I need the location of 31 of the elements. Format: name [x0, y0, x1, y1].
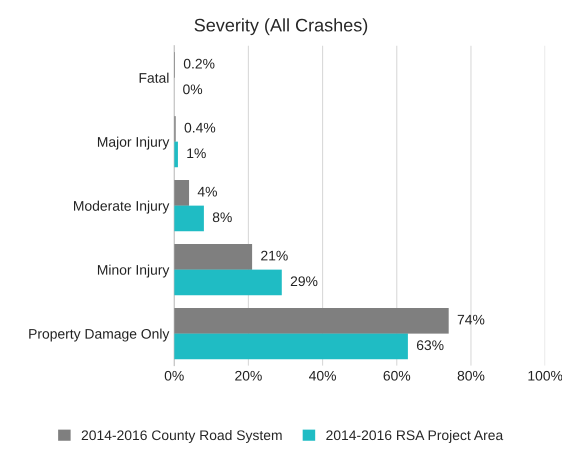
x-tick-label: 0% [164, 370, 184, 381]
bar [174, 180, 190, 206]
data-label: 8% [212, 212, 232, 222]
data-label: 0% [183, 84, 202, 94]
data-label: 0.2% [184, 58, 214, 69]
data-label: 4% [198, 186, 217, 197]
y-tick-label: Minor Injury [98, 264, 170, 278]
data-label: 21% [261, 250, 288, 261]
legend-label: 2014-2016 RSA Project Area [326, 430, 504, 443]
y-tick-label: Moderate Injury [74, 200, 170, 214]
x-tick-label: 80% [458, 370, 484, 381]
bar [174, 308, 449, 334]
y-tick-label: Major Injury [98, 136, 170, 150]
bar [174, 142, 178, 168]
bar [174, 206, 204, 232]
data-label: 74% [458, 314, 484, 324]
x-tick-label: 60% [384, 370, 410, 381]
chart-title: Severity (All Crashes) [194, 18, 368, 36]
x-tick-label: 100% [528, 370, 562, 381]
bar [174, 334, 408, 360]
y-tick-label: Property Damage Only [29, 328, 170, 342]
bar [174, 270, 282, 296]
data-label: 63% [416, 340, 444, 350]
legend-label: 2014-2016 County Road System [82, 430, 282, 443]
bar [174, 244, 252, 270]
y-tick-label: Fatal [140, 72, 168, 83]
data-label: 0.4% [184, 122, 216, 133]
data-label: 29% [290, 276, 318, 286]
x-tick-label: 40% [309, 370, 336, 381]
data-label: 1% [187, 148, 206, 158]
x-tick-label: 20% [235, 370, 262, 381]
